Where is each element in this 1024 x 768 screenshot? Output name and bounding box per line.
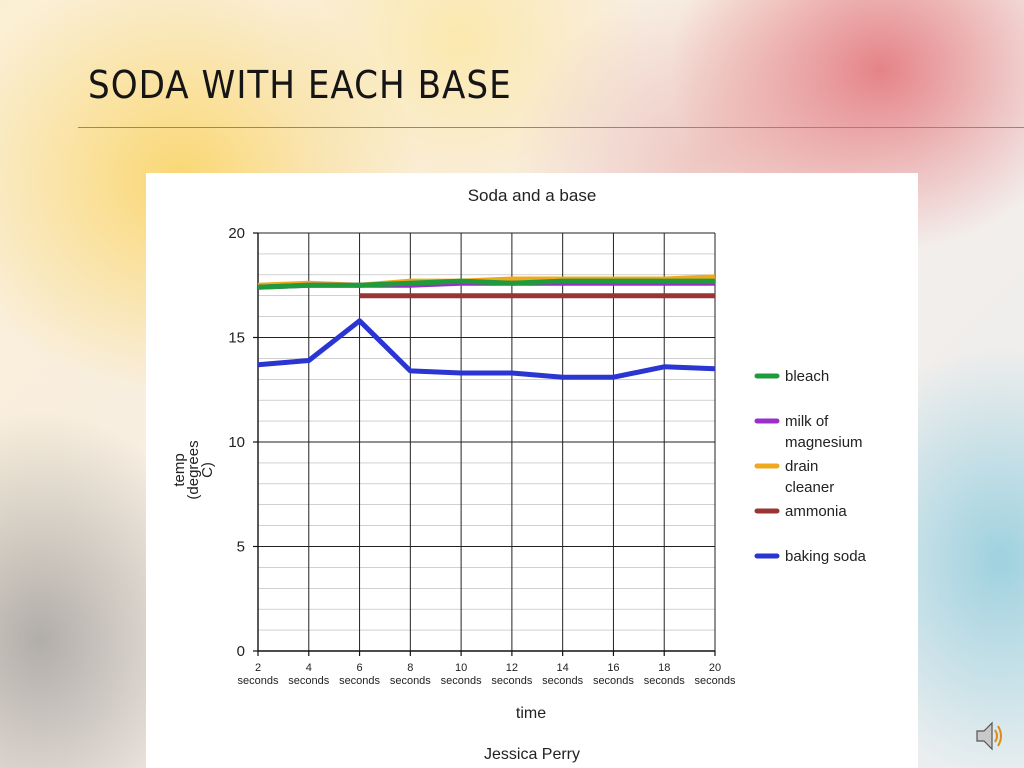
x-tick-label-number: 8 — [407, 662, 413, 674]
x-tick-label-number: 18 — [658, 662, 670, 674]
y-axis-label-line: C) — [199, 462, 216, 478]
x-tick-label-unit: seconds — [542, 675, 583, 687]
x-tick-label-number: 4 — [306, 662, 312, 674]
x-tick-label-unit: seconds — [695, 675, 736, 687]
series-line-bleach — [257, 278, 715, 290]
chart-title: Soda and a base — [468, 186, 597, 205]
x-tick-label-number: 14 — [557, 662, 569, 674]
y-tick-label: 10 — [228, 434, 245, 451]
x-tick-label-number: 16 — [607, 662, 619, 674]
y-tick-label: 5 — [237, 539, 245, 556]
x-tick-label-number: 6 — [356, 662, 362, 674]
y-axis-label-line: temp — [171, 453, 188, 486]
x-tick-label-unit: seconds — [238, 675, 279, 687]
chart-panel: 0 5 10 15 20 2 seconds 4 seconds 6 seconds 8 seconds… — [146, 173, 918, 768]
legend-label-milk-of-magnesium: magnesium — [785, 434, 863, 451]
x-tick-label-unit: seconds — [390, 675, 431, 687]
x-tick-label-unit: seconds — [288, 675, 329, 687]
legend-label-milk-of-magnesium: milk of — [785, 413, 829, 430]
legend-label-ammonia: ammonia — [785, 503, 847, 520]
y-tick-label: 20 — [228, 225, 245, 242]
x-tick-label-unit: seconds — [339, 675, 380, 687]
slide-title: SODA WITH EACH BASE — [88, 63, 512, 107]
x-tick-label-unit: seconds — [441, 675, 482, 687]
x-tick-label-number: 12 — [506, 662, 518, 674]
title-divider — [78, 127, 1024, 128]
legend-label-bleach: bleach — [785, 368, 829, 385]
speaker-icon[interactable] — [974, 718, 1004, 754]
x-tick-label-number: 10 — [455, 662, 467, 674]
y-tick-label: 15 — [228, 330, 245, 347]
x-tick-label-unit: seconds — [593, 675, 634, 687]
legend-label-drain-cleaner: cleaner — [785, 479, 834, 496]
y-tick-label: 0 — [237, 643, 245, 660]
x-axis-label: time — [516, 705, 546, 722]
x-tick-label-unit: seconds — [644, 675, 685, 687]
legend-label-drain-cleaner: drain — [785, 458, 818, 475]
line-chart: 051015202seconds4seconds6seconds8seconds… — [171, 186, 867, 763]
x-tick-label-number: 2 — [255, 662, 261, 674]
y-axis-label-line: (degrees — [185, 440, 202, 499]
series-line-baking-soda — [257, 318, 716, 380]
chart-author: Jessica Perry — [484, 746, 580, 763]
x-tick-label-unit: seconds — [491, 675, 532, 687]
legend-label-baking-soda: baking soda — [785, 548, 867, 565]
x-tick-label-number: 20 — [709, 662, 721, 674]
